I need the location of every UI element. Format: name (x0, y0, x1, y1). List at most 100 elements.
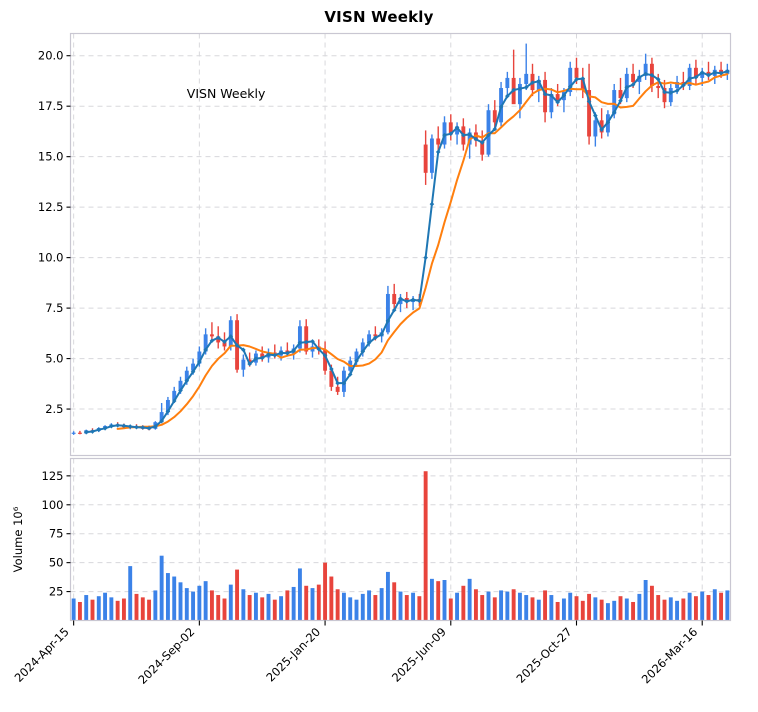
ma-slow-line (116, 73, 729, 430)
ma-marker (467, 132, 472, 137)
volume-bar (354, 599, 359, 621)
ma-marker (580, 76, 586, 81)
volume-bar (693, 596, 698, 621)
volume-bar (467, 578, 472, 621)
candle-body (398, 298, 403, 305)
ma-marker (681, 83, 686, 88)
ma-marker (461, 132, 466, 138)
ma-marker (662, 89, 667, 95)
candle-body (71, 432, 76, 434)
volume-bar (461, 585, 466, 621)
ma-marker (542, 91, 548, 97)
ma-marker (624, 85, 630, 90)
candle-body (385, 293, 390, 333)
volume-bar (499, 590, 504, 621)
ma-marker (272, 352, 278, 358)
candle-body (222, 342, 227, 347)
candle-body (480, 140, 485, 155)
volume-bar (178, 582, 183, 621)
ma-marker (278, 350, 284, 356)
volume-bar (668, 597, 673, 621)
candle-body (517, 83, 522, 105)
volume-bar (712, 589, 717, 621)
volume-bar (398, 591, 403, 621)
ma-marker (398, 296, 403, 301)
ma-marker (291, 348, 296, 354)
candle-body (536, 79, 541, 91)
volume-bar (549, 595, 554, 621)
x-axis: 2024-Apr-15 2024-Sep-02 2025-Jan-20 2025-Ju… (12, 620, 703, 687)
volume-bar (580, 600, 585, 621)
volume-bar (662, 599, 667, 621)
volume-bar (455, 592, 460, 621)
volume-bar (247, 595, 252, 621)
volume-bar (637, 593, 642, 621)
volume-bar (423, 471, 428, 621)
volume-bar (348, 597, 353, 621)
candle-body (191, 363, 196, 371)
ma-marker (486, 132, 491, 138)
volume-bar (140, 597, 145, 621)
ma-marker (316, 346, 322, 352)
volume-bar (172, 576, 177, 621)
volume-bar (649, 585, 654, 621)
ma-marker (171, 398, 177, 404)
volume-bar (492, 597, 497, 621)
volume-bar (561, 598, 566, 621)
ma-marker (153, 424, 158, 429)
volume-bar (304, 585, 309, 621)
candle-body (675, 81, 680, 89)
volume-bar (241, 589, 246, 621)
volume-bar (631, 601, 636, 621)
price-tick-label: 17.5 (38, 99, 64, 113)
candle-body (360, 342, 365, 352)
candle-body (599, 120, 604, 133)
volume-panel-frame (69, 457, 732, 622)
ma-marker (404, 299, 410, 304)
candle-body (693, 67, 698, 78)
candle-body (392, 293, 397, 305)
candle-body (549, 94, 554, 113)
volume-bar (373, 595, 378, 621)
volume-bar (700, 591, 705, 621)
price-panel-frame (69, 32, 732, 457)
price-tick-label: 7.5 (45, 301, 63, 315)
volume-bar (706, 595, 711, 621)
ma-marker (687, 76, 692, 81)
volume-bar (656, 595, 661, 621)
volume-bar (436, 581, 441, 621)
ma-marker (190, 369, 196, 375)
candle-body (184, 370, 189, 381)
ma-marker (712, 70, 718, 75)
ma-marker (341, 380, 347, 386)
ma-marker (140, 425, 146, 430)
candle-body (568, 67, 573, 93)
candle-body (373, 334, 378, 337)
volume-bar (285, 590, 290, 621)
candle-body (209, 334, 214, 337)
ma-marker (165, 409, 171, 414)
candle-body (228, 320, 233, 347)
volume-bar (530, 597, 535, 621)
ma-marker (184, 378, 190, 384)
candle-body (524, 73, 529, 84)
ma-marker (523, 85, 529, 90)
ma-marker (435, 149, 441, 155)
ma-marker (335, 380, 340, 386)
candle-body (203, 334, 208, 352)
ma-marker (90, 429, 95, 434)
volume-bar (228, 584, 233, 621)
candle-body (429, 138, 434, 173)
volume-bar (367, 590, 372, 621)
candle-body (159, 412, 164, 423)
price-tick-label: 20.0 (38, 49, 64, 63)
ma-marker (618, 98, 623, 104)
ma-marker (643, 71, 648, 77)
price-tick-label: 12.5 (38, 200, 64, 214)
volume-bar (90, 599, 95, 621)
ma-marker (674, 88, 680, 94)
ma-marker (127, 424, 133, 429)
volume-bar (341, 592, 346, 621)
ma-marker (505, 93, 510, 99)
volume-tick-label: 50 (49, 556, 64, 570)
